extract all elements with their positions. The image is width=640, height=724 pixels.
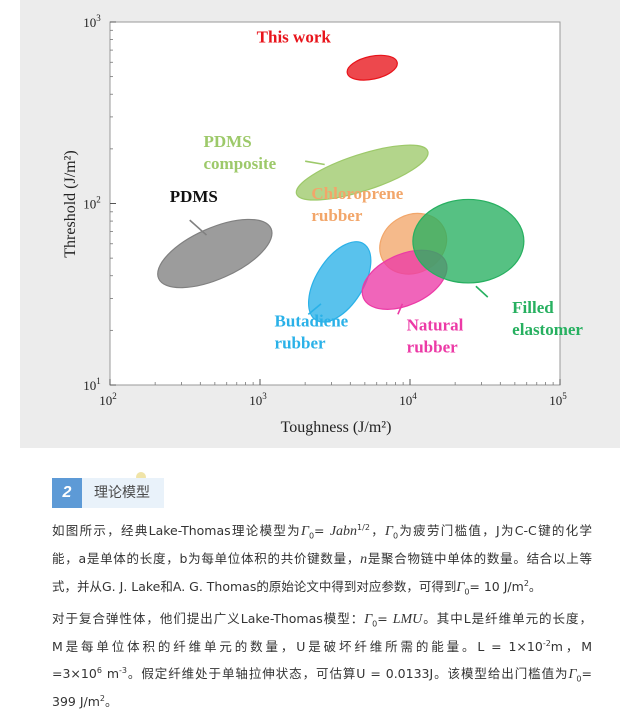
section-badge: 2 理论模型 bbox=[52, 478, 164, 508]
x-axis-label: Toughness (J/m²) bbox=[281, 419, 392, 436]
pointer-pdms-composite bbox=[305, 160, 325, 166]
paragraph-2-line-3: =3×106 m-3。假定纤维处于单轴拉伸状态，可估算U = 0.0133J。该… bbox=[52, 665, 592, 684]
pointer-pdms bbox=[189, 219, 208, 236]
paragraph-2-line-2: M是每单位体积的纤维单元的数量，U是破坏纤维所需的能量。L = 1×10-2m，… bbox=[52, 638, 593, 654]
label-filled-elastomer: Filled elastomer bbox=[512, 298, 583, 339]
label-this-work: This work bbox=[257, 28, 332, 47]
label-natural-rubber: Natural rubber bbox=[407, 315, 464, 356]
paragraph-2-line-4: 399 J/m2。 bbox=[52, 693, 118, 709]
paragraph-1: 如图所示，经典Lake-Thomas理论模型为Γ0= Jabn1/2，Γ0为疲劳… bbox=[52, 517, 592, 601]
y-axis-label: Threshold (J/m²) bbox=[62, 150, 79, 257]
paragraph-1-line-2: 能，a是单体的长度，b为每单位体积的共价键数量，n是聚合物链中单体的数量。结合以… bbox=[52, 551, 592, 567]
series-labels: This work PDMS composite PDMS Chloroprene rub… bbox=[170, 28, 584, 357]
paragraph-2-line-1: 对于复合弹性体，他们提出广义Lake-Thomas模型：Γ0= LMU。其中L是… bbox=[52, 611, 592, 629]
pointer-butadiene-rubber bbox=[307, 303, 322, 315]
section-number: 2 bbox=[52, 478, 82, 508]
ellipse-pdms bbox=[157, 218, 273, 289]
label-pdms: PDMS bbox=[170, 187, 218, 206]
ellipse-filled-elastomer bbox=[412, 198, 525, 284]
ellipse-butadiene-rubber bbox=[307, 241, 372, 323]
section-decor-dot bbox=[136, 472, 146, 482]
figure: 102 103 104 105 101 102 103 This work PDMS compo… bbox=[20, 0, 620, 448]
label-pointers bbox=[189, 160, 489, 315]
paragraph-2: 对于复合弹性体，他们提出广义Lake-Thomas模型：Γ0= LMU。其中L是… bbox=[52, 605, 592, 715]
pointer-natural-rubber bbox=[397, 303, 404, 315]
ellipse-this-work bbox=[346, 54, 398, 81]
ellipse-pdms-composite bbox=[295, 144, 429, 201]
paragraph-1-line-1: 如图所示，经典Lake-Thomas理论模型为Γ0= Jabn1/2，Γ0为疲劳… bbox=[52, 522, 592, 541]
pointer-filled-elastomer bbox=[475, 285, 489, 298]
section-title: 理论模型 bbox=[94, 485, 150, 501]
label-chloroprene-rubber: Chloroprene rubber bbox=[311, 184, 403, 225]
series-ellipses bbox=[157, 54, 525, 323]
paragraph-1-line-3: 式，并从G. J. Lake和A. G. Thomas的原始论文中得到对应参数，… bbox=[52, 578, 542, 597]
label-pdms-composite: PDMS composite bbox=[203, 132, 276, 173]
label-butadiene-rubber: Butadiene rubber bbox=[275, 312, 349, 353]
